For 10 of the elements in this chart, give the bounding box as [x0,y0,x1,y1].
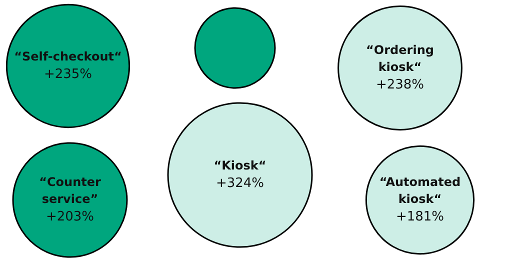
data-label: +324% [216,176,264,191]
data-label: +238% [376,78,424,92]
data-label: +235% [44,67,92,82]
data-label: +181% [396,210,444,224]
category-label: “Kiosk“ [214,158,266,172]
category-label: “Ordering kiosk“ [366,43,434,74]
category-label: “Automated kiosk“ [379,175,461,206]
data-label: +203% [46,210,94,224]
category-label: “Self-checkout“ [14,50,122,64]
category-label: “Counter service” [39,175,101,206]
